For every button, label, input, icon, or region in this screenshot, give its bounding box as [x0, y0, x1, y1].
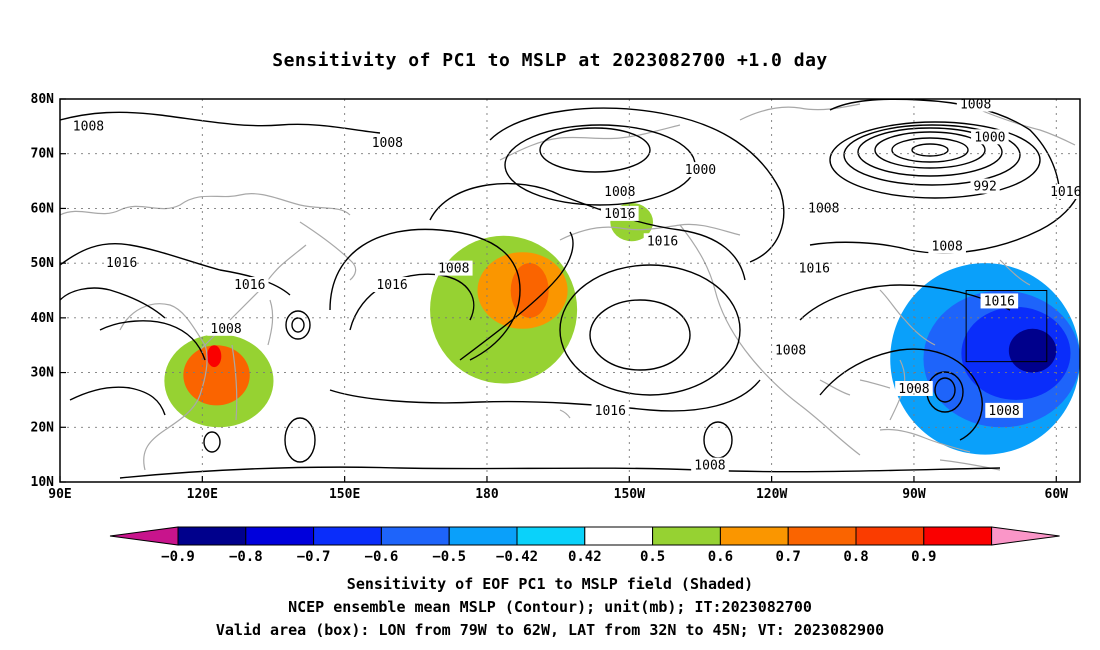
- valid-area-box: [965, 290, 1048, 363]
- contour-label: 1008: [372, 136, 403, 151]
- contour-label: 1008: [775, 344, 806, 359]
- colorbar-left-tip: [109, 526, 179, 546]
- contour-label: 1016: [595, 404, 626, 419]
- caption-shading: Sensitivity of EOF PC1 to MSLP field (Sh…: [346, 575, 754, 593]
- caption-valid-area: Valid area (box): LON from 79W to 62W, L…: [215, 621, 885, 639]
- latitude-axis: 80N 70N 60N 50N 40N 30N 20N 10N: [31, 92, 66, 490]
- colorbar-segment: [787, 526, 857, 546]
- contour-label: 1016: [106, 256, 137, 271]
- shaded-region: [1008, 328, 1057, 373]
- contour-label: 1008: [694, 459, 725, 474]
- lon-tick-label: 90W: [902, 487, 926, 502]
- contour-label: 1016: [984, 294, 1015, 309]
- colorbar-label: 0.9: [911, 549, 936, 565]
- longitude-axis: 90E 120E 150E 180 150W 120W 90W 60W: [48, 476, 1068, 502]
- colorbar-segment: [855, 526, 925, 546]
- lat-lon-grid: [60, 99, 1080, 482]
- contour-label: 1016: [799, 262, 830, 277]
- contour-label: 1000: [685, 163, 716, 178]
- lon-tick-label: 180: [475, 487, 499, 502]
- contour-label: 1016: [604, 207, 635, 222]
- lat-tick-label: 20N: [31, 420, 55, 435]
- colorbar-label: −0.7: [297, 549, 331, 565]
- lon-tick-label: 150W: [614, 487, 645, 502]
- colorbar-segment: [516, 526, 586, 546]
- lat-tick-label: 10N: [31, 475, 55, 490]
- colorbar: −0.9 −0.8 −0.7 −0.6 −0.5 −0.42 0.42 0.5 0.6 0.7 0.…: [109, 526, 1060, 565]
- colorbar-label: 0.42: [568, 549, 602, 565]
- contour-label: 1008: [898, 382, 929, 397]
- colorbar-segment: [719, 526, 789, 546]
- colorbar-segment: [448, 526, 518, 546]
- lon-tick-label: 60W: [1045, 487, 1069, 502]
- contour-label: 992: [973, 180, 996, 195]
- shaded-region: [183, 345, 250, 406]
- contour-label: 1016: [647, 234, 678, 249]
- contour-label: 1008: [438, 262, 469, 277]
- coastlines: [60, 103, 1076, 471]
- lon-tick-label: 120W: [756, 487, 787, 502]
- contour-label: 1008: [988, 404, 1019, 419]
- lat-tick-label: 50N: [31, 256, 55, 271]
- contour-label: 1008: [960, 97, 991, 112]
- contour-label: 1008: [73, 119, 104, 134]
- contour-label: 1000: [974, 130, 1005, 145]
- colorbar-segment: [584, 526, 654, 546]
- contour-label: 1016: [376, 278, 407, 293]
- colorbar-label: −0.8: [229, 549, 263, 565]
- colorbar-label: −0.9: [161, 549, 195, 565]
- lat-tick-label: 40N: [31, 311, 55, 326]
- colorbar-segment: [245, 526, 315, 546]
- colorbar-label: −0.5: [432, 549, 466, 565]
- colorbar-label: 0.7: [776, 549, 801, 565]
- mslp-contours: [60, 99, 1080, 479]
- contour-label: 1008: [808, 201, 839, 216]
- shaded-region: [207, 345, 222, 368]
- contour-label: 1016: [234, 278, 265, 293]
- lat-tick-label: 70N: [31, 147, 55, 162]
- contour-label: 1008: [604, 185, 635, 200]
- shaded-region: [510, 263, 549, 318]
- colorbar-segment: [313, 526, 382, 546]
- contour-label: 1008: [210, 322, 241, 337]
- plot-title: Sensitivity of PC1 to MSLP at 2023082700…: [272, 50, 828, 71]
- lon-tick-label: 150E: [329, 487, 360, 502]
- colorbar-label: 0.6: [708, 549, 733, 565]
- contour-labels: 1008 1008 1000 1008 1000 992 1016 1008 1016 1008 1…: [69, 96, 1085, 474]
- colorbar-label: 0.5: [640, 549, 665, 565]
- colorbar-right-tip: [991, 526, 1060, 546]
- colorbar-segment: [923, 526, 993, 546]
- colorbar-label: 0.8: [843, 549, 868, 565]
- map-border: [59, 98, 1081, 483]
- lat-tick-label: 60N: [31, 201, 55, 216]
- lat-tick-label: 30N: [31, 366, 55, 381]
- colorbar-segment: [380, 526, 450, 546]
- contour-label: 1008: [932, 240, 963, 255]
- colorbar-label: −0.42: [496, 549, 538, 565]
- contour-label: 1016: [1050, 185, 1081, 200]
- lon-tick-label: 120E: [187, 487, 218, 502]
- colorbar-segment: [652, 526, 721, 546]
- lat-tick-label: 80N: [31, 92, 55, 107]
- lon-tick-label: 90E: [48, 487, 71, 502]
- colorbar-label: −0.6: [365, 549, 399, 565]
- map-frame: 1008 1008 1000 1008 1000 992 1016 1008 1016 1008 1…: [31, 92, 1085, 502]
- caption-contours: NCEP ensemble mean MSLP (Contour); unit(…: [288, 598, 812, 616]
- colorbar-segment: [177, 526, 247, 546]
